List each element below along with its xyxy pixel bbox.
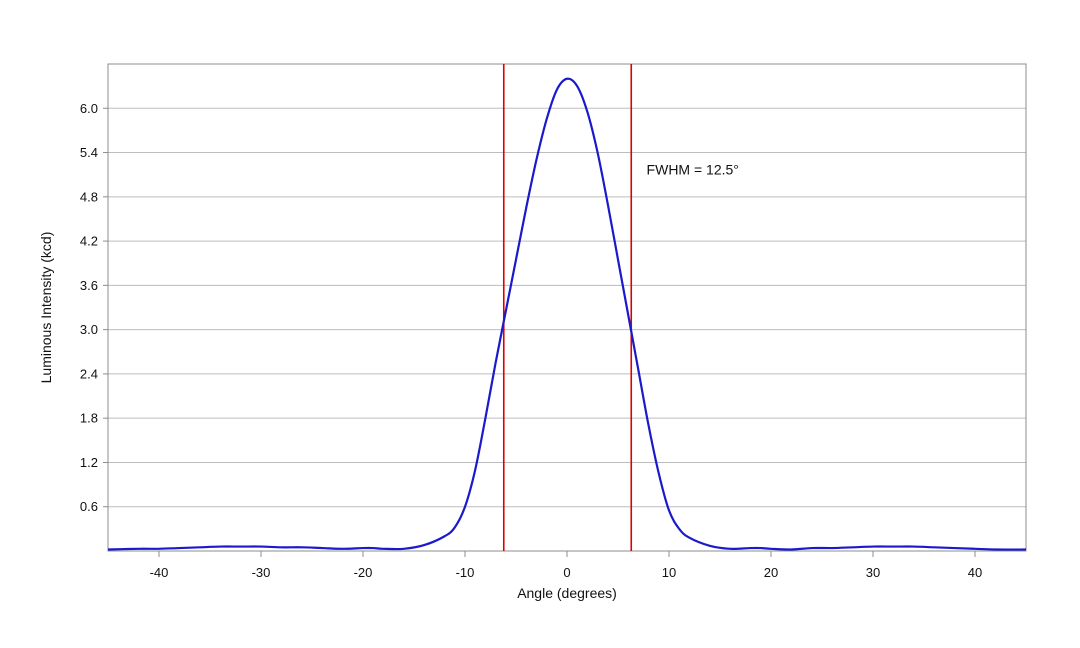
x-axis-ticks: -40 -30 -20 -10 0 10 20 30 40 bbox=[150, 551, 982, 580]
x-tick-label: 10 bbox=[662, 565, 676, 580]
x-tick-label: -10 bbox=[456, 565, 475, 580]
y-tick-label: 1.2 bbox=[80, 455, 98, 470]
x-tick-label: -40 bbox=[150, 565, 169, 580]
intensity-curve bbox=[107, 77, 1027, 551]
x-tick-label: 30 bbox=[866, 565, 880, 580]
x-tick-label: 20 bbox=[764, 565, 778, 580]
x-tick-label: -20 bbox=[354, 565, 373, 580]
y-tick-label: 0.6 bbox=[80, 499, 98, 514]
x-tick-label: 40 bbox=[968, 565, 982, 580]
y-axis-ticks: 0.6 1.2 1.8 2.4 3.0 3.6 4.2 4.8 5.4 6.0 bbox=[80, 101, 108, 514]
y-tick-label: 3.0 bbox=[80, 322, 98, 337]
y-tick-label: 2.4 bbox=[80, 366, 98, 381]
series-group bbox=[107, 77, 1027, 551]
y-axis-title: Luminous Intensity (kcd) bbox=[38, 232, 54, 384]
y-tick-label: 4.8 bbox=[80, 189, 98, 204]
x-axis-title: Angle (degrees) bbox=[517, 585, 617, 601]
y-tick-label: 5.4 bbox=[80, 145, 98, 160]
y-tick-label: 3.6 bbox=[80, 278, 98, 293]
fwhm-annotation: FWHM = 12.5° bbox=[647, 162, 739, 178]
x-tick-label: 0 bbox=[563, 565, 570, 580]
y-tick-label: 6.0 bbox=[80, 101, 98, 116]
gridlines bbox=[108, 107, 1026, 508]
y-tick-label: 1.8 bbox=[80, 411, 98, 426]
x-tick-label: -30 bbox=[252, 565, 271, 580]
fwhm-markers bbox=[502, 64, 633, 551]
y-tick-label: 4.2 bbox=[80, 234, 98, 249]
